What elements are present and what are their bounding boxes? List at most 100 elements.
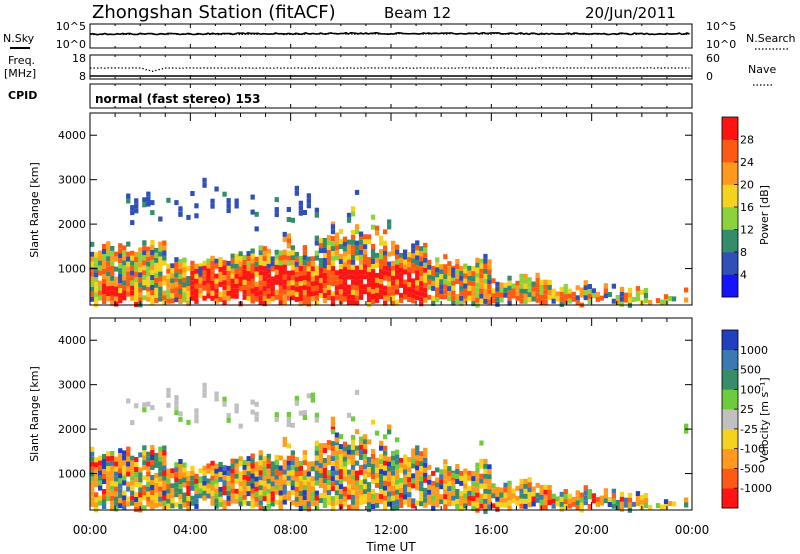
power-cell [226,260,231,266]
power-cell [326,260,332,266]
velocity-cell [358,499,364,505]
power-cell [314,207,320,213]
power-cell [415,245,420,251]
velocity-cell [579,492,584,498]
velocity-cell [362,444,368,450]
velocity-cell [166,468,171,474]
power-cell [503,282,508,288]
velocity-cell [194,418,199,424]
power-cell [399,252,404,258]
velocity-cell [98,495,103,501]
power-cell [350,229,356,235]
velocity-cell [527,502,532,508]
power-cell [415,260,420,266]
velocity-cell [322,488,328,493]
velocity-cell [302,505,308,511]
power-cell [346,284,352,290]
power-cell [607,292,613,297]
velocity-cell [334,437,340,443]
power-cell [583,280,588,286]
power-cell [387,266,392,272]
velocity-colorbar-swatch [722,448,738,469]
power-cell [419,251,424,257]
power-cell [230,253,235,259]
velocity-cell [483,493,488,499]
power-cell [170,268,175,274]
power-cell [330,224,336,230]
velocity-cell [366,467,372,473]
power-cell [126,281,131,287]
velocity-cell [90,466,95,472]
power-cell [314,265,320,271]
power-cell [178,269,183,274]
power-cell [246,291,251,297]
power-cell [162,300,167,306]
power-colorbar-swatch [722,207,738,230]
velocity-cell [286,480,292,486]
power-cell [455,279,460,284]
power-cell [314,240,320,246]
power-cell [567,288,572,294]
power-cell [627,292,633,298]
power-cell [110,295,115,301]
power-cell [290,290,296,296]
power-cell [122,260,127,266]
velocity-cell [214,473,219,479]
velocity-cell [150,495,155,500]
power-cell [182,287,187,293]
power-cell [98,295,103,301]
velocity-cell [399,462,404,468]
power-cell [539,294,544,300]
velocity-cell [178,494,183,499]
velocity-cell [146,501,151,507]
velocity-cell [162,470,167,476]
velocity-cell [242,469,247,475]
power-cell [571,291,576,297]
power-cell [487,264,492,270]
power-cell [142,250,147,256]
power-cell [298,276,304,281]
velocity-cell [146,471,151,477]
power-cell [218,276,223,282]
velocity-cell [218,476,223,482]
power-cell [202,280,207,286]
power-cell [475,287,480,293]
power-cell [242,294,247,300]
power-cell [451,285,456,291]
velocity-cell [122,455,127,461]
velocity-cell [286,412,292,417]
velocity-cell [579,502,584,508]
velocity-cell [294,466,300,472]
power-cell [399,272,404,278]
velocity-cell [391,495,396,501]
power-cell [407,267,412,273]
velocity-cell [455,469,460,474]
power-cell [222,265,227,271]
power-cell [451,290,456,296]
power-cell [310,296,316,302]
power-cell [451,272,456,278]
velocity-cell [471,491,476,497]
power-cell [475,277,480,283]
power-cell [194,263,199,269]
velocity-cell [270,486,275,492]
velocity-cell [346,489,352,495]
power-cell [403,259,408,265]
velocity-cell [346,444,352,450]
power-cell [102,264,107,269]
velocity-cell [383,500,388,506]
velocity-cell [170,483,175,489]
velocity-cell [419,486,424,492]
power-cell [407,277,412,283]
velocity-cell [170,488,175,494]
power-cell [391,250,396,256]
power-cell [431,270,436,276]
power-cell [527,292,532,298]
power-cell [298,256,304,261]
velocity-cell [214,483,219,489]
power-cell [635,291,641,297]
velocity-cell [210,490,215,496]
power-cell [278,295,283,301]
power-cell [166,298,171,304]
power-cell [423,272,428,278]
